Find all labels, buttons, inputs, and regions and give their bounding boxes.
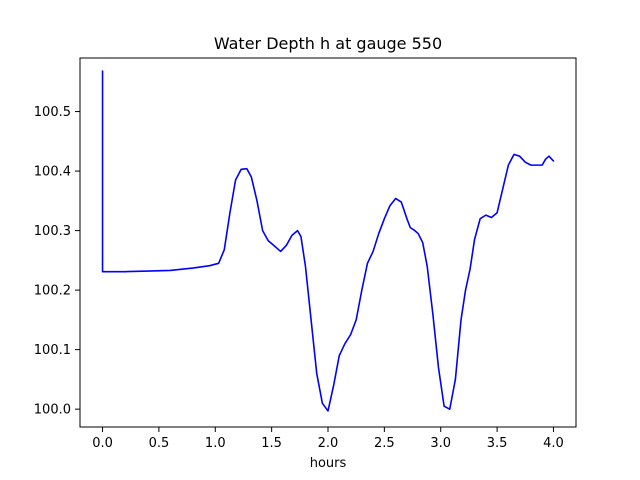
x-axis: 0.0 0.5 1.0 1.5 2.0 2.5 3.0 3.5 4.0 <box>92 427 564 451</box>
x-tick-label: 2.5 <box>374 436 395 451</box>
x-tick-label: 3.5 <box>487 436 508 451</box>
x-tick-label: 0.5 <box>149 436 170 451</box>
x-tick-label: 0.0 <box>92 436 113 451</box>
x-tick-label: 4.0 <box>543 436 564 451</box>
y-tick-label: 100.4 <box>34 165 71 180</box>
y-tick-label: 100.5 <box>34 105 71 120</box>
y-tick-label: 100.1 <box>34 343 71 358</box>
y-tick-label: 100.0 <box>34 403 71 418</box>
x-axis-label: hours <box>310 456 347 471</box>
series-line <box>101 70 555 412</box>
y-tick-label: 100.3 <box>34 224 71 239</box>
series-layer <box>101 70 555 412</box>
chart-title: Water Depth h at gauge 550 <box>214 34 442 53</box>
y-tick-label: 100.2 <box>34 284 71 299</box>
x-tick-label: 1.5 <box>261 436 282 451</box>
x-tick-label: 1.0 <box>205 436 226 451</box>
y-axis: 100.0 100.1 100.2 100.3 100.4 100.5 <box>34 105 80 418</box>
x-tick-label: 2.0 <box>318 436 339 451</box>
x-tick-label: 3.0 <box>430 436 451 451</box>
